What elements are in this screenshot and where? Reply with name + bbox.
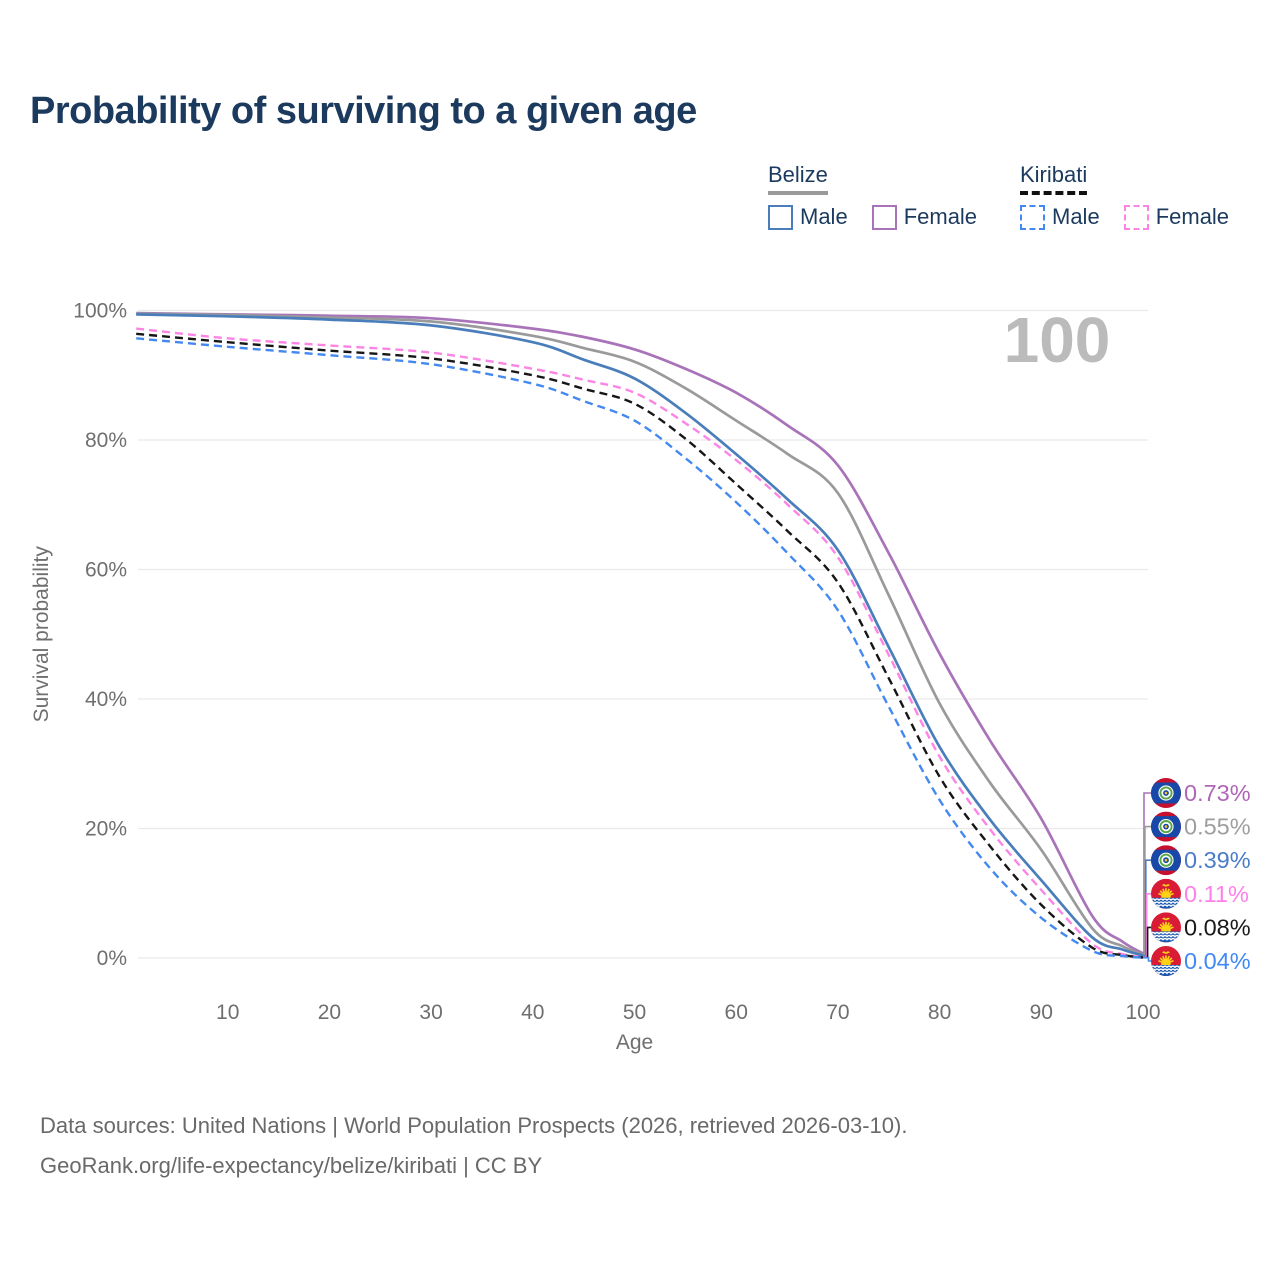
legend-group-belize: Belize Male Female: [768, 162, 977, 230]
hover-age-indicator: 100: [1004, 304, 1111, 376]
legend-group-kiribati: Kiribati Male Female: [1020, 162, 1229, 230]
x-tick-label: 80: [928, 1001, 951, 1024]
footer-attribution: GeoRank.org/life-expectancy/belize/kirib…: [40, 1153, 543, 1178]
series-line-belize-male[interactable]: [136, 313, 1144, 957]
kiribati-flag-icon: [1151, 878, 1181, 909]
kiribati-flag-icon: [1151, 912, 1181, 943]
end-label-connector: [1143, 792, 1151, 955]
end-label-belize-male: 0.39%: [1184, 847, 1251, 873]
y-tick-label: 40%: [85, 688, 127, 711]
legend-item-belize-female[interactable]: Female: [871, 204, 978, 230]
legend-swatch-icon[interactable]: [1020, 204, 1045, 230]
legend-country-belize[interactable]: Belize: [768, 162, 828, 195]
end-label-connector: [1143, 956, 1151, 962]
x-tick-label: 20: [318, 1001, 341, 1024]
end-label-kiribati-male: 0.04%: [1184, 948, 1251, 974]
x-tick-label: 90: [1030, 1001, 1053, 1024]
y-tick-label: 100%: [73, 300, 127, 323]
series-line-kiribati-male[interactable]: [136, 337, 1144, 959]
end-label-belize: 0.55%: [1184, 814, 1251, 840]
x-axis-label: Age: [616, 1031, 653, 1054]
y-tick-label: 60%: [85, 559, 127, 582]
legend-item-label: Male: [800, 204, 848, 229]
y-tick-label: 0%: [97, 947, 127, 970]
x-tick-label: 50: [623, 1001, 646, 1024]
legend-item-label: Female: [903, 204, 978, 229]
x-tick-label: 40: [521, 1001, 544, 1024]
legend-swatch-icon[interactable]: [1123, 204, 1149, 230]
series-line-belize[interactable]: [136, 312, 1144, 956]
y-tick-label: 80%: [85, 429, 127, 452]
belize-flag-icon: [1151, 778, 1181, 808]
belize-flag-icon: [1151, 845, 1181, 876]
x-tick-label: 10: [216, 1001, 239, 1024]
legend-item-kiribati-female[interactable]: Female: [1123, 204, 1230, 230]
end-label-belize-female: 0.73%: [1184, 780, 1251, 806]
x-tick-label: 30: [419, 1001, 442, 1024]
y-tick-label: 20%: [85, 818, 127, 841]
end-label-kiribati-female: 0.11%: [1184, 881, 1249, 907]
legend-item-kiribati-male[interactable]: Male: [1020, 204, 1100, 230]
legend-item-belize-male[interactable]: Male: [768, 204, 848, 230]
legend-items-kiribati: Male Female: [1020, 204, 1229, 230]
kiribati-flag-icon: [1151, 946, 1181, 976]
legend-item-label: Male: [1052, 204, 1100, 229]
legend-country-kiribati[interactable]: Kiribati: [1020, 162, 1088, 195]
x-tick-label: 70: [826, 1001, 849, 1024]
legend-swatch-icon[interactable]: [768, 204, 793, 230]
belize-flag-icon: [1151, 811, 1181, 842]
legend-swatch-icon[interactable]: [871, 204, 897, 230]
x-tick-label: 60: [725, 1001, 748, 1024]
end-label-connector: [1143, 825, 1151, 956]
series-line-kiribati-female[interactable]: [136, 327, 1144, 959]
footer: Data sources: United Nations | World Pop…: [40, 1106, 907, 1186]
x-tick-label: 100: [1125, 1001, 1160, 1024]
legend-item-label: Female: [1155, 204, 1230, 229]
page-title: Probability of surviving to a given age: [30, 90, 697, 132]
series-line-kiribati[interactable]: [136, 332, 1144, 959]
end-label-kiribati: 0.08%: [1184, 914, 1251, 940]
y-axis-label: Survival probability: [30, 546, 53, 723]
end-label-connector: [1143, 859, 1151, 957]
legend-items-belize: Male Female: [768, 204, 977, 230]
footer-data-sources: Data sources: United Nations | World Pop…: [40, 1113, 908, 1138]
series-line-belize-female[interactable]: [136, 311, 1144, 955]
